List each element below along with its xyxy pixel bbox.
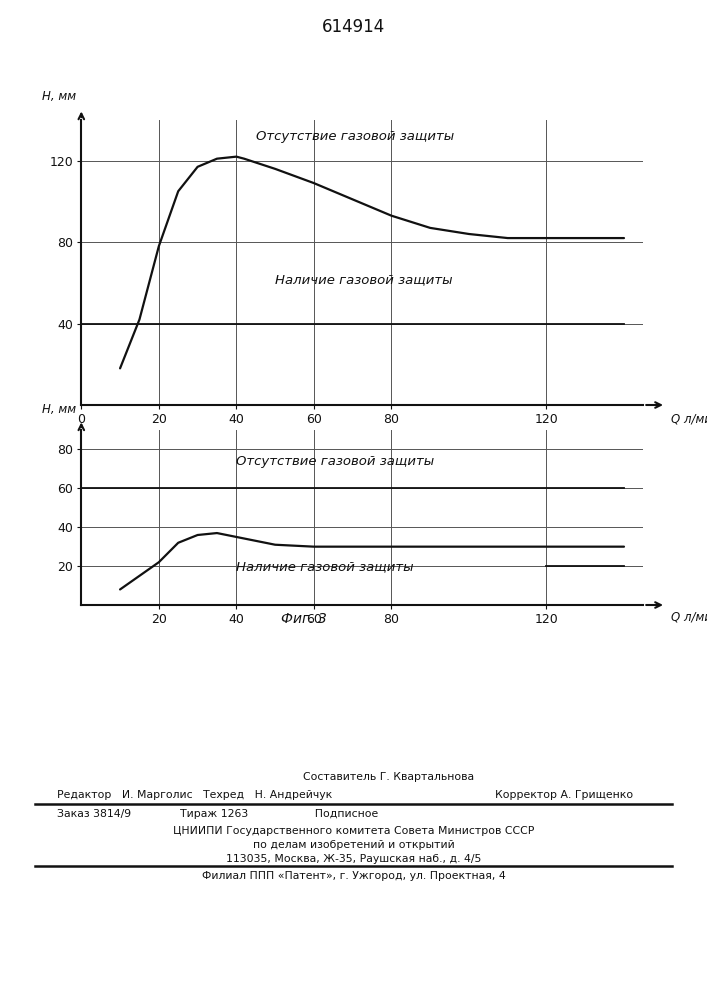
Text: Филиал ППП «Патент», г. Ужгород, ул. Проектная, 4: Филиал ППП «Патент», г. Ужгород, ул. Про… xyxy=(201,871,506,881)
Text: Наличие газовой защиты: Наличие газовой защиты xyxy=(236,560,414,573)
Text: Q л/мин: Q л/мин xyxy=(672,413,707,426)
Text: ЦНИИПИ Государственного комитета Совета Министров СССР: ЦНИИПИ Государственного комитета Совета … xyxy=(173,826,534,836)
Text: Отсутствие газовой защиты: Отсутствие газовой защиты xyxy=(256,130,454,143)
Text: Редактор   И. Марголис   Техред   Н. Андрейчук: Редактор И. Марголис Техред Н. Андрейчук xyxy=(57,790,332,800)
Text: H, мм: H, мм xyxy=(42,90,76,103)
Text: Заказ 3814/9              Тираж 1263                   Подписное: Заказ 3814/9 Тираж 1263 Подписное xyxy=(57,809,378,819)
Text: Наличие газовой защиты: Наличие газовой защиты xyxy=(275,273,452,286)
Text: 614914: 614914 xyxy=(322,18,385,36)
Text: Составитель Г. Квартальнова: Составитель Г. Квартальнова xyxy=(303,772,474,782)
Text: Отсутствие газовой защиты: Отсутствие газовой защиты xyxy=(236,455,435,468)
Text: 113035, Москва, Ж-35, Раушская наб., д. 4/5: 113035, Москва, Ж-35, Раушская наб., д. … xyxy=(226,854,481,864)
Text: Корректор А. Грищенко: Корректор А. Грищенко xyxy=(495,790,633,800)
Text: H, мм: H, мм xyxy=(42,403,76,416)
Text: по делам изобретений и открытий: по делам изобретений и открытий xyxy=(252,840,455,850)
Text: Фиг. 3: Фиг. 3 xyxy=(281,612,327,626)
Text: Q л/мин: Q л/мин xyxy=(672,611,707,624)
